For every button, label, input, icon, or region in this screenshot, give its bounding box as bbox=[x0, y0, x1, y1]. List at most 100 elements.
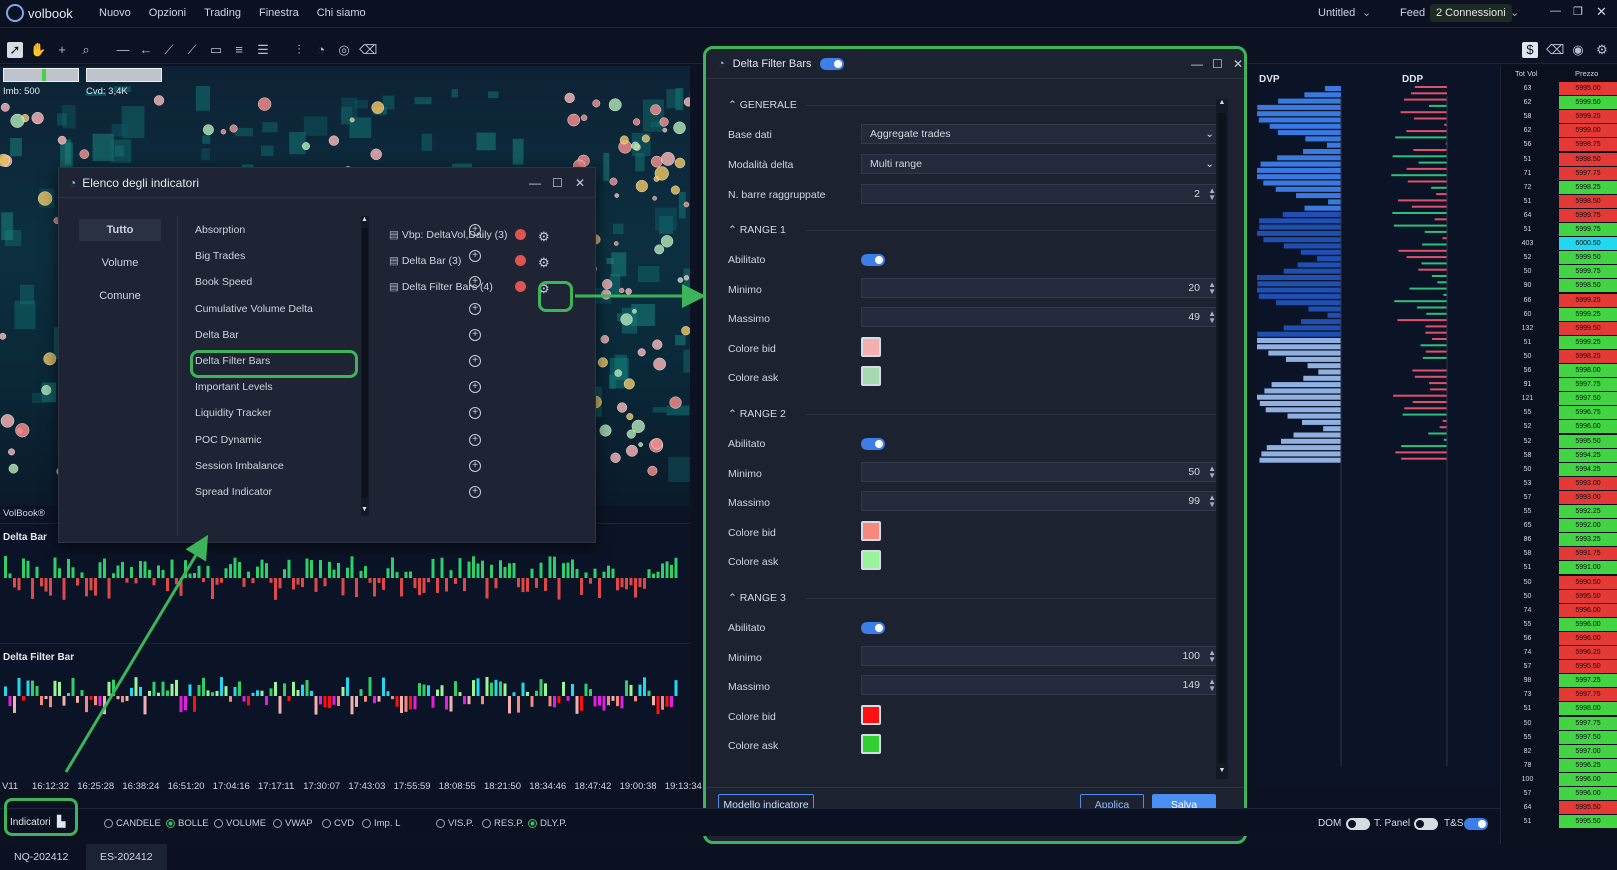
eraser-icon[interactable]: ⌫ bbox=[359, 42, 378, 57]
indicator-item[interactable]: Delta Filter Bars + bbox=[195, 351, 481, 371]
settings-icon[interactable]: ⚙ bbox=[1596, 42, 1608, 57]
add-indicator-icon[interactable]: + bbox=[469, 486, 481, 498]
ladder-row[interactable]: 50 5994.25 bbox=[1501, 462, 1617, 477]
ladder-row[interactable]: 55 5996.75 bbox=[1501, 406, 1617, 420]
ladder-row[interactable]: 56 5998.00 bbox=[1501, 364, 1617, 378]
ladder-row[interactable]: 62 5999.50 bbox=[1501, 96, 1617, 110]
option-visp[interactable]: VIS.P. bbox=[436, 818, 474, 829]
ask-color-swatch[interactable] bbox=[861, 550, 881, 570]
indicator-item[interactable]: POC Dynamic + bbox=[195, 430, 481, 450]
ladder-row[interactable]: 57 5993.00 bbox=[1501, 490, 1617, 505]
indicator-item[interactable]: Big Trades + bbox=[195, 246, 481, 266]
ts-toggle[interactable] bbox=[1464, 818, 1488, 830]
ladder-row[interactable]: 65 5992.00 bbox=[1501, 519, 1617, 533]
ladder-row[interactable]: 50 5998.25 bbox=[1501, 349, 1617, 364]
ladder-row[interactable]: 82 5997.00 bbox=[1501, 744, 1617, 759]
add-indicator-icon[interactable]: + bbox=[469, 355, 481, 367]
drag-handle-icon[interactable]: ▤ bbox=[389, 255, 402, 267]
modalita-delta-select[interactable]: Multi range ⌄ bbox=[861, 154, 1223, 174]
ladder-row[interactable]: 51 5998.50 bbox=[1501, 152, 1617, 167]
camera-icon[interactable]: ◉ bbox=[1572, 42, 1584, 57]
menu-chi-siamo[interactable]: Chi siamo bbox=[316, 7, 366, 19]
add-indicator-icon[interactable]: + bbox=[469, 381, 481, 394]
ladder-row[interactable]: 74 5996.00 bbox=[1501, 603, 1617, 618]
ladder-row[interactable]: 90 5998.50 bbox=[1501, 279, 1617, 293]
indicator-item[interactable]: Delta Bar + bbox=[195, 325, 481, 345]
ladder-row[interactable]: 78 5996.25 bbox=[1501, 758, 1617, 773]
bid-color-swatch[interactable] bbox=[861, 705, 881, 725]
maximize-icon[interactable]: ☐ bbox=[552, 176, 563, 190]
range-enabled-toggle[interactable] bbox=[861, 622, 885, 634]
category-volume[interactable]: Volume bbox=[101, 257, 139, 269]
workspace-select[interactable]: Untitled bbox=[1318, 7, 1356, 19]
maximize-icon[interactable]: ☐ bbox=[1212, 57, 1223, 71]
ladder-row[interactable]: 52 5996.00 bbox=[1501, 420, 1617, 434]
ladder-row[interactable]: 50 5999.75 bbox=[1501, 265, 1617, 279]
minimo-input[interactable]: 50 ▲ ▼ bbox=[861, 462, 1223, 482]
menu-lines-icon[interactable]: ☰ bbox=[257, 42, 269, 57]
ladder-row[interactable]: 91 5997.75 bbox=[1501, 378, 1617, 392]
indicator-item[interactable]: Cumulative Volume Delta + bbox=[195, 299, 481, 319]
ladder-row[interactable]: 52 5995.50 bbox=[1501, 434, 1617, 449]
add-indicator-icon[interactable]: + bbox=[469, 459, 481, 472]
add-indicator-icon[interactable]: + bbox=[469, 250, 481, 263]
stepper-icon[interactable]: ▲ ▼ bbox=[1208, 309, 1216, 325]
add-indicator-icon[interactable]: + bbox=[469, 433, 481, 446]
ladder-row[interactable]: 51 5995.50 bbox=[1501, 815, 1617, 829]
list-icon[interactable]: ≡ bbox=[235, 42, 243, 57]
tab-es[interactable]: ES-202412 bbox=[86, 844, 167, 870]
massimo-input[interactable]: 49 ▲ ▼ bbox=[861, 307, 1223, 327]
eraser-icon[interactable]: ⌫ bbox=[1546, 42, 1565, 57]
ladder-row[interactable]: 57 5995.50 bbox=[1501, 660, 1617, 674]
bid-color-swatch[interactable] bbox=[861, 337, 881, 357]
comment-icon[interactable]: ◎ bbox=[338, 42, 350, 57]
ladder-row[interactable]: 51 5991.00 bbox=[1501, 561, 1617, 575]
stepper-icon[interactable]: ▲ ▼ bbox=[1208, 648, 1216, 664]
tab-nq[interactable]: NQ-202412 bbox=[14, 851, 69, 863]
connections-badge[interactable]: 2 Connessioni bbox=[1430, 4, 1512, 22]
option-bolle[interactable]: BOLLE bbox=[166, 818, 209, 829]
ladder-row[interactable]: 72 5998.25 bbox=[1501, 180, 1617, 195]
remove-indicator-icon[interactable] bbox=[515, 229, 526, 240]
indicator-item[interactable]: Book Speed + bbox=[195, 272, 481, 292]
dollar-icon[interactable]: $ bbox=[1522, 42, 1538, 58]
ladder-row[interactable]: 50 5995.50 bbox=[1501, 589, 1617, 604]
ladder-row[interactable]: 58 5991.75 bbox=[1501, 547, 1617, 561]
base-dati-select[interactable]: Aggregate trades ⌄ bbox=[861, 124, 1223, 144]
ladder-row[interactable]: 63 5995.00 bbox=[1501, 82, 1617, 96]
indicator-enable-toggle[interactable] bbox=[819, 57, 844, 70]
massimo-input[interactable]: 99 ▲ ▼ bbox=[861, 491, 1223, 511]
category-tutto[interactable]: Tutto bbox=[79, 219, 161, 241]
minimo-input[interactable]: 100 ▲ ▼ bbox=[861, 646, 1223, 666]
ladder-row[interactable]: 403 6000.50 bbox=[1501, 237, 1617, 251]
cursor-icon[interactable]: ➚ bbox=[7, 42, 23, 58]
ask-color-swatch[interactable] bbox=[861, 734, 881, 754]
ladder-row[interactable]: 121 5997.50 bbox=[1501, 392, 1617, 406]
ladder-row[interactable]: 57 5996.00 bbox=[1501, 787, 1617, 801]
ladder-row[interactable]: 71 5997.75 bbox=[1501, 166, 1617, 181]
section-range-1[interactable]: ⌃ RANGE 1 bbox=[728, 224, 1225, 236]
ladder-row[interactable]: 58 5999.25 bbox=[1501, 110, 1617, 124]
indicator-settings-icon[interactable]: ⚙ bbox=[538, 255, 550, 270]
option-impl[interactable]: Imp. L bbox=[362, 818, 400, 829]
dom-toggle[interactable] bbox=[1346, 818, 1370, 830]
section-range-2[interactable]: ⌃ RANGE 2 bbox=[728, 408, 1225, 420]
ladder-row[interactable]: 56 5996.00 bbox=[1501, 631, 1617, 646]
add-indicator-icon[interactable]: + bbox=[469, 224, 481, 236]
add-indicator-icon[interactable]: + bbox=[469, 407, 481, 420]
remove-indicator-icon[interactable] bbox=[515, 255, 526, 266]
minimo-input[interactable]: 20 ▲ ▼ bbox=[861, 278, 1223, 298]
trendline-icon[interactable]: ⟋ bbox=[164, 42, 174, 57]
stepper-icon[interactable]: ▲ ▼ bbox=[1208, 280, 1216, 296]
ladder-row[interactable]: 55 5997.50 bbox=[1501, 730, 1617, 745]
ask-color-swatch[interactable] bbox=[861, 366, 881, 386]
ladder-row[interactable]: 98 5997.25 bbox=[1501, 674, 1617, 688]
active-indicator-item[interactable]: ▤ Delta Bar (3) ⚙ bbox=[389, 251, 609, 271]
indicator-item[interactable]: Session Imbalance + bbox=[195, 456, 481, 476]
zoom-icon[interactable]: ⌕ bbox=[82, 42, 90, 57]
ladder-row[interactable]: 50 5990.50 bbox=[1501, 575, 1617, 590]
indicator-item[interactable]: Important Levels + bbox=[195, 377, 481, 397]
ladder-row[interactable]: 132 5999.50 bbox=[1501, 321, 1617, 336]
rectangle-icon[interactable]: ▭ bbox=[209, 42, 223, 57]
stepper-icon[interactable]: ▲ ▼ bbox=[1208, 677, 1216, 693]
